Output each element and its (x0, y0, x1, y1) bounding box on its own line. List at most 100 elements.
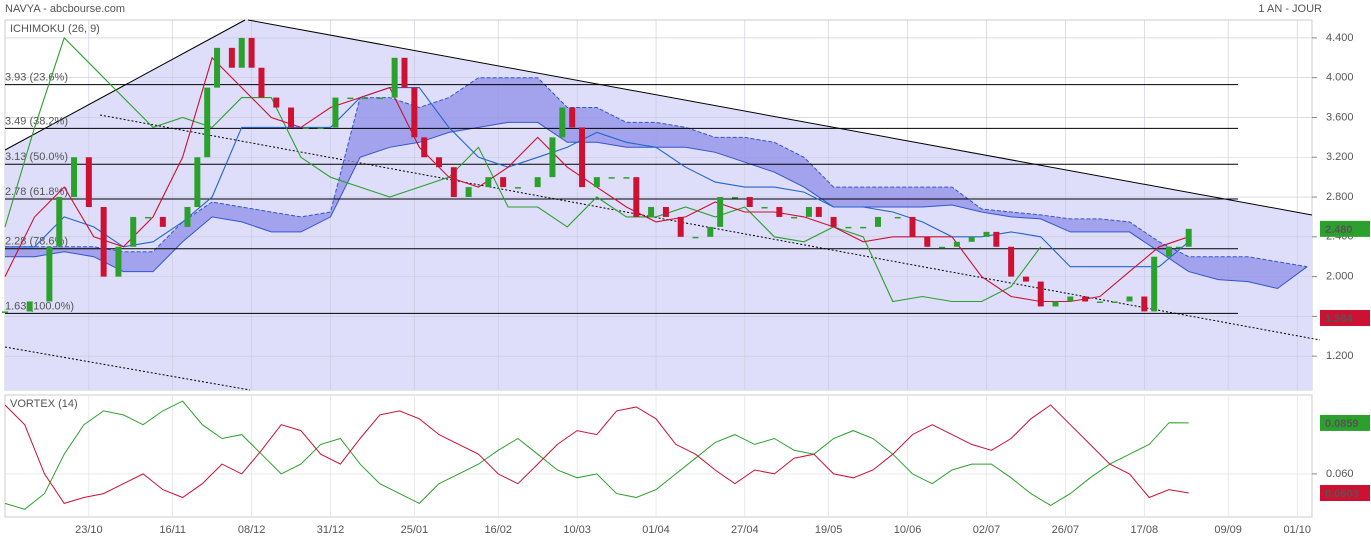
cloud-fill (5, 77, 1308, 289)
candle (347, 97, 354, 100)
trend-zone (5, 20, 1312, 390)
candle (569, 107, 576, 128)
price-label: 2.480 (1325, 224, 1353, 236)
price-badge (1320, 220, 1370, 237)
x-tick-label: 08/12 (238, 524, 266, 536)
candle (534, 177, 541, 188)
candle (874, 216, 881, 227)
y-tick-label: 4.400 (1326, 32, 1354, 44)
candle (593, 177, 600, 188)
x-tick-label: 23/10 (75, 524, 103, 536)
candle (204, 87, 211, 158)
x-tick-label: 01/04 (642, 524, 670, 536)
candle (288, 107, 295, 128)
candle (1151, 256, 1158, 312)
value-label: 0.0503 (1325, 488, 1359, 500)
candle (1067, 296, 1074, 302)
background (4, 19, 1313, 518)
candle (145, 216, 152, 219)
candle (184, 206, 191, 227)
x-tick-label: 16/02 (484, 524, 512, 536)
trend-line (4, 346, 251, 391)
candle (939, 246, 946, 249)
candle (391, 57, 398, 98)
candle (362, 97, 369, 100)
candle (746, 197, 753, 207)
candle (401, 57, 408, 88)
candle (194, 157, 201, 207)
candle (485, 177, 492, 188)
candle (1022, 276, 1029, 282)
candle (302, 127, 309, 129)
candle (559, 107, 566, 138)
candle (717, 197, 724, 227)
candle (46, 246, 53, 302)
candle (514, 187, 521, 189)
candle (85, 157, 92, 207)
candle (465, 187, 472, 198)
candle (830, 216, 837, 227)
x-tick-label: 09/09 (1214, 524, 1242, 536)
fib-label: 3.13 (50.0%) (5, 151, 68, 163)
price-badge (1320, 309, 1370, 326)
candle (56, 197, 63, 247)
fib-label: 1.63 (100.0%) (5, 300, 74, 312)
pane-title: VORTEX (14) (10, 398, 78, 410)
candle (924, 236, 931, 247)
candle (1165, 246, 1172, 257)
candle (633, 177, 640, 217)
candle (258, 67, 265, 98)
x-tick-label: 01/10 (1283, 524, 1311, 536)
candle (677, 216, 684, 237)
candle (1185, 228, 1192, 247)
candle (579, 127, 586, 188)
candle (1096, 301, 1103, 303)
candle (662, 206, 669, 217)
y-tick-label: 2.800 (1326, 191, 1354, 203)
x-tick-label: 25/01 (401, 524, 429, 536)
candle (1082, 296, 1089, 302)
candle (815, 206, 822, 217)
candle (421, 137, 428, 158)
candle (909, 216, 916, 237)
y-tick-label: 3.600 (1326, 111, 1354, 123)
candle (214, 47, 221, 88)
candle (26, 301, 33, 312)
candle (983, 231, 990, 237)
value-badge (1320, 414, 1370, 431)
candle (549, 137, 556, 178)
y-tick-label: 2.000 (1326, 271, 1354, 283)
candle (761, 206, 768, 209)
fib-label: 2.78 (61.8%) (5, 186, 68, 198)
candle (953, 241, 960, 247)
candle (860, 226, 867, 229)
y-tick-label: 4.000 (1326, 72, 1354, 84)
x-tick-label: 16/11 (159, 524, 186, 536)
y-tick-label: 1.200 (1326, 350, 1354, 362)
candle (1037, 281, 1044, 307)
candle (1111, 301, 1118, 303)
candle (608, 177, 615, 179)
candle (1175, 246, 1182, 249)
candle (731, 197, 738, 199)
x-tick-label: 27/04 (731, 524, 759, 536)
candle (791, 216, 798, 219)
candle (623, 177, 630, 179)
candle (1141, 296, 1148, 312)
candle (692, 236, 699, 239)
candle (130, 216, 137, 247)
value-badge (1320, 484, 1370, 501)
candle (500, 177, 507, 188)
trend-line (247, 19, 1313, 216)
y-tick-label: 0.060 (1326, 468, 1354, 480)
candle (273, 97, 280, 108)
candle (100, 206, 107, 277)
chikou-line (4, 36, 1042, 303)
price-label: 1.584 (1325, 313, 1353, 325)
candle (411, 87, 418, 138)
x-tick-label: 31/12 (317, 524, 345, 536)
y-tick-label: 3.200 (1326, 151, 1354, 163)
candle (317, 127, 324, 129)
